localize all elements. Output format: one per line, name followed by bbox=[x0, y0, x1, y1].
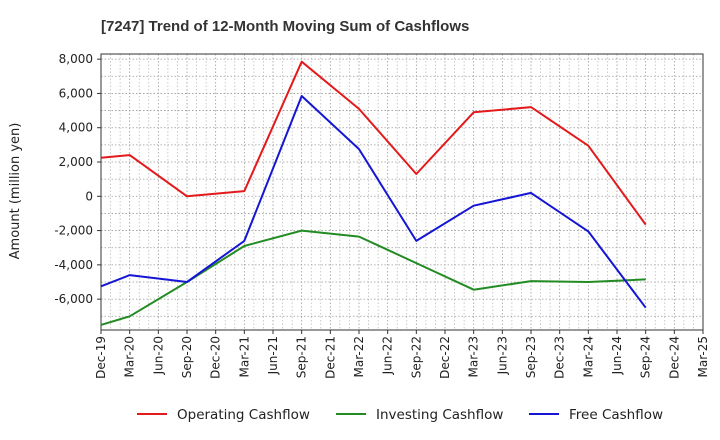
series-lines bbox=[100, 60, 647, 326]
x-tick-label: Dec-24 bbox=[667, 336, 681, 379]
x-tick-label: Mar-25 bbox=[696, 336, 710, 377]
y-tick-label: 6,000 bbox=[59, 86, 93, 100]
legend-label-operating-cashflow: Operating Cashflow bbox=[177, 407, 310, 423]
x-tick-label: Mar-22 bbox=[352, 336, 366, 377]
y-tick-label: -6,000 bbox=[54, 292, 93, 306]
x-tick-label: Sep-22 bbox=[409, 336, 423, 378]
x-tick-label: Jun-20 bbox=[151, 336, 165, 375]
series-line-investing-cashflow bbox=[100, 229, 646, 326]
x-tick-label: Dec-19 bbox=[94, 336, 108, 379]
x-tick-label: Jun-22 bbox=[381, 336, 395, 375]
x-tick-label: Sep-23 bbox=[524, 336, 538, 378]
y-tick-label: 8,000 bbox=[59, 52, 93, 66]
x-tick-label: Dec-21 bbox=[323, 336, 337, 379]
series-line-free-cashflow bbox=[100, 95, 647, 309]
grid-lines bbox=[100, 54, 704, 330]
x-tick-label: Jun-23 bbox=[495, 336, 509, 375]
x-axis-ticks: Dec-19 Mar-20 Jun-20 Sep-20 Dec-20 Mar-21 Jun-… bbox=[94, 330, 710, 379]
x-tick-label: Mar-23 bbox=[467, 336, 481, 377]
series-line-operating-cashflow bbox=[100, 60, 647, 226]
x-tick-label: Dec-20 bbox=[209, 336, 223, 379]
y-tick-label: 0 bbox=[85, 189, 93, 203]
x-tick-label: Mar-24 bbox=[581, 336, 595, 377]
x-tick-label: Jun-21 bbox=[266, 336, 280, 375]
y-tick-label: -2,000 bbox=[54, 224, 93, 238]
x-tick-label: Sep-20 bbox=[180, 336, 194, 378]
legend-label-investing-cashflow: Investing Cashflow bbox=[376, 407, 503, 423]
x-tick-label: Dec-22 bbox=[438, 336, 452, 379]
plot-border bbox=[100, 53, 704, 331]
x-tick-label: Sep-24 bbox=[639, 336, 653, 378]
plot-frame bbox=[100, 53, 704, 331]
x-tick-label: Mar-21 bbox=[237, 336, 251, 377]
chart-title: [7247] Trend of 12-Month Moving Sum of C… bbox=[101, 18, 469, 35]
y-tick-label: -4,000 bbox=[54, 258, 93, 272]
x-tick-label: Dec-23 bbox=[553, 336, 567, 379]
legend-label-free-cashflow: Free Cashflow bbox=[569, 407, 663, 423]
y-axis-label: Amount (million yen) bbox=[8, 123, 23, 260]
legend: Operating Cashflow Investing Cashflow Free… bbox=[137, 407, 663, 423]
y-tick-label: 4,000 bbox=[59, 121, 93, 135]
x-tick-label: Jun-24 bbox=[610, 336, 624, 375]
y-axis-ticks: 8,000 6,000 4,000 2,000 0 -2,000 -4,000 -6,000 bbox=[54, 52, 101, 306]
x-tick-label: Mar-20 bbox=[123, 336, 137, 377]
x-tick-label: Sep-21 bbox=[295, 336, 309, 378]
y-tick-label: 2,000 bbox=[59, 155, 93, 169]
